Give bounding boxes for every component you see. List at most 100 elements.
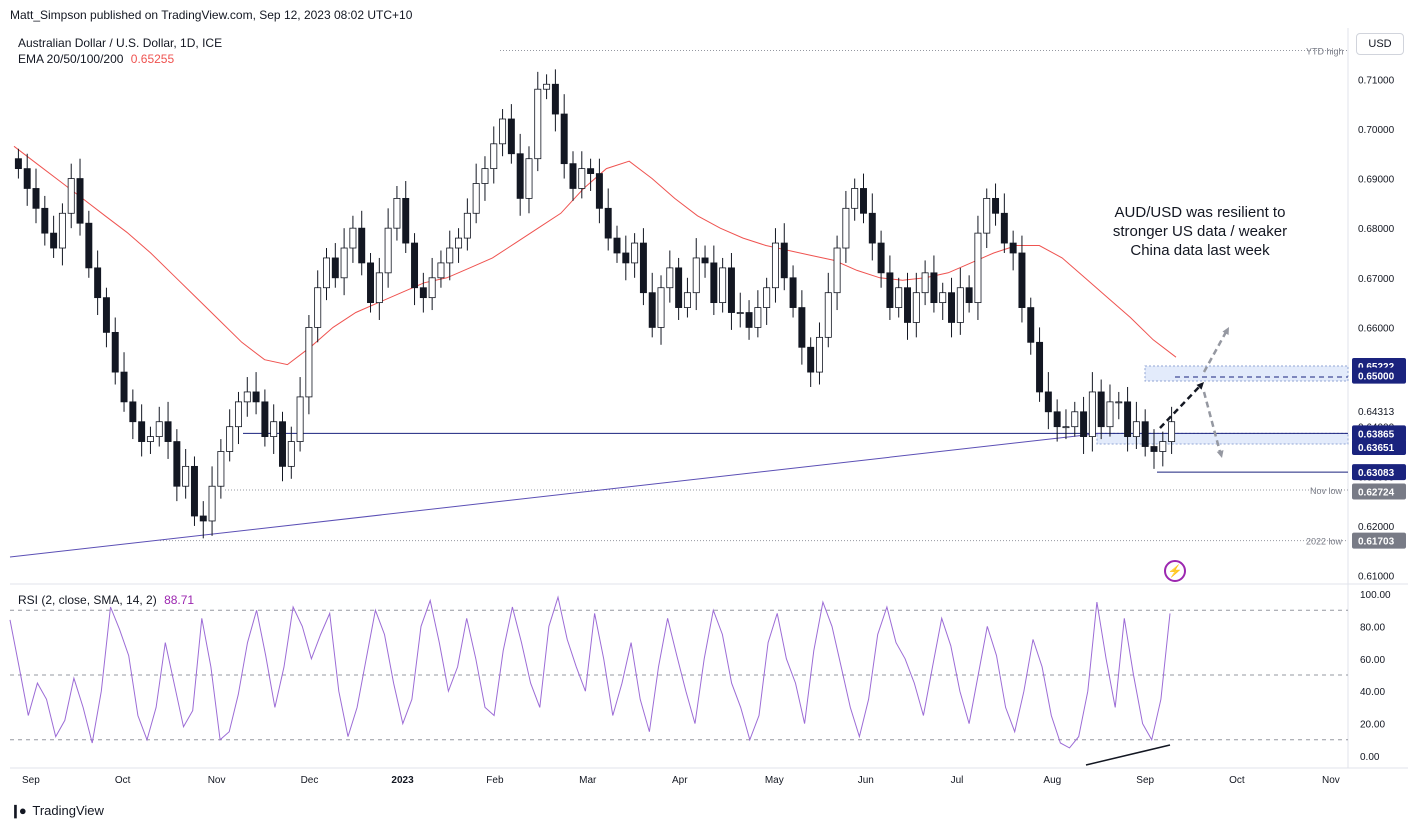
tradingview-logo[interactable]: ❙● TradingView <box>10 803 104 819</box>
candle-body <box>393 197 401 229</box>
candle-body <box>780 242 788 279</box>
price-tick-label: 0.70000 <box>1358 125 1395 136</box>
candle-body <box>939 292 947 304</box>
candle-body <box>190 465 198 517</box>
time-tick-label: Apr <box>672 775 688 786</box>
candle-body <box>411 242 419 289</box>
time-tick-label: Mar <box>579 775 597 786</box>
candle-body <box>516 153 524 199</box>
candle-body <box>1062 426 1070 429</box>
candle-body <box>683 292 691 308</box>
candle-body <box>560 113 568 165</box>
candle-body <box>14 158 22 170</box>
price-tick-label: 0.62000 <box>1358 522 1395 533</box>
candle-body <box>463 212 471 239</box>
candle-body <box>23 168 31 189</box>
price-tag-61703: 0.61703 <box>1358 537 1395 548</box>
rsi-tick-label: 40.00 <box>1360 687 1385 698</box>
candle-body <box>155 421 163 438</box>
candle-body <box>948 292 956 323</box>
candle-body <box>279 421 286 467</box>
candle-body <box>886 272 894 308</box>
candle-body <box>85 222 93 269</box>
candle-body <box>340 247 348 279</box>
time-tick-label: Sep <box>1136 775 1154 786</box>
candle-body <box>543 83 551 90</box>
annotation-text: AUD/USD was resilient to stronger US dat… <box>1100 203 1300 260</box>
candle-body <box>1168 421 1176 442</box>
arrow-grey-up-head <box>1222 327 1229 335</box>
candle-body <box>1132 421 1140 438</box>
candle-body <box>842 207 850 249</box>
candle-body <box>111 331 119 373</box>
time-tick-label: Nov <box>208 775 226 786</box>
candle-body <box>956 287 964 323</box>
candle-body <box>252 391 260 403</box>
arrow-black <box>1159 385 1201 429</box>
candle-body <box>1036 341 1044 393</box>
candle-body <box>499 118 507 145</box>
rsi-divergence-line <box>1085 744 1171 766</box>
rsi-tick-label: 0.00 <box>1360 752 1380 763</box>
candle-body <box>701 257 709 264</box>
candle-body <box>67 178 75 214</box>
price-tag-63865-bg <box>1352 425 1406 442</box>
time-tick-label: Oct <box>1229 775 1245 786</box>
candle-body <box>270 421 278 438</box>
candle-body <box>331 257 339 279</box>
arrow-grey-down-head <box>1216 450 1224 458</box>
trendline <box>9 432 1101 558</box>
candle-body <box>930 272 938 304</box>
ema-label: EMA 20/50/100/200 0.65255 <box>18 52 174 66</box>
candle-body <box>419 287 427 299</box>
candle-body <box>120 371 128 403</box>
candle-body <box>763 287 771 308</box>
candle-body <box>32 188 40 209</box>
price-tag-63865: 0.63865 <box>1358 429 1395 440</box>
candle-body <box>349 227 357 249</box>
candle-body <box>868 212 876 244</box>
candle-body <box>798 307 806 348</box>
candle-body <box>675 267 683 308</box>
candle-body <box>437 262 445 279</box>
price-tick-label: 0.66000 <box>1358 323 1395 334</box>
price-tag-61703-bg <box>1352 532 1406 549</box>
candle-body <box>1115 401 1123 404</box>
candle-body <box>604 207 612 239</box>
arrow-grey-down <box>1202 391 1222 453</box>
candle-body <box>815 336 823 373</box>
arrow-grey-up <box>1202 331 1228 373</box>
candle-body <box>455 237 463 249</box>
candle-body <box>305 327 313 398</box>
price-tag-65000-bg <box>1352 367 1406 384</box>
rsi-tick-label: 80.00 <box>1360 622 1385 633</box>
candle-body <box>1044 391 1052 413</box>
candle-body <box>164 421 172 442</box>
time-tick-label: Jun <box>858 775 874 786</box>
candle-body <box>102 297 110 333</box>
lightning-icon[interactable]: ⚡ <box>1164 560 1186 582</box>
candle-body <box>1018 252 1026 308</box>
candle-body <box>992 197 1000 214</box>
price-tag-63083-bg <box>1352 464 1406 481</box>
candle-body <box>789 277 797 308</box>
candle-body <box>525 158 533 199</box>
currency-button[interactable]: USD <box>1356 33 1404 55</box>
candle-body <box>1027 307 1035 343</box>
ema-line <box>13 145 1177 366</box>
candle-body <box>94 267 102 299</box>
candle-body <box>367 262 375 304</box>
candle-body <box>1141 421 1149 447</box>
annotation-line-2: stronger US data / weaker <box>1112 223 1288 240</box>
candle-body <box>146 436 154 442</box>
price-tag-62724-bg <box>1352 483 1406 500</box>
candle-body <box>481 168 489 184</box>
candle-body <box>1106 401 1114 428</box>
price-tag-63651-bg <box>1352 438 1406 455</box>
candle-body <box>375 272 383 304</box>
candle-body <box>710 262 718 304</box>
time-tick-label: Oct <box>115 775 131 786</box>
candle-body <box>490 143 498 170</box>
